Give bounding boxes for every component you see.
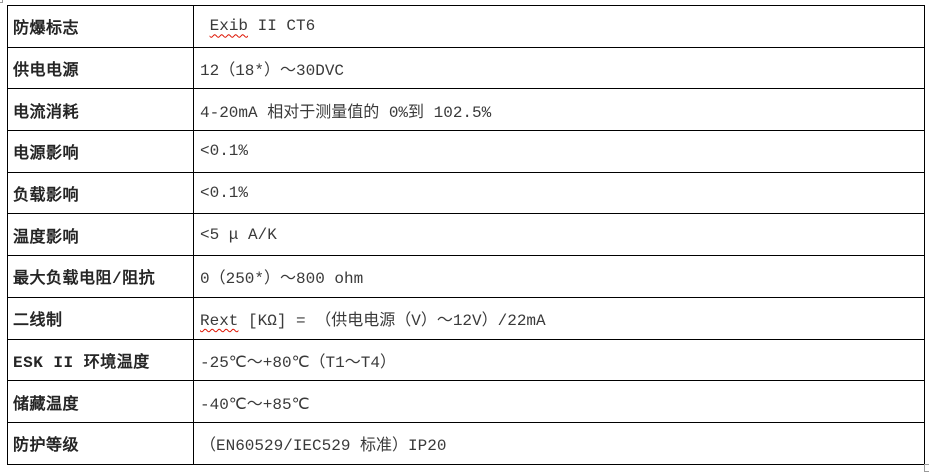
table-row: 储藏温度 -40℃～+85℃ xyxy=(7,380,925,423)
value-text: <0.1% xyxy=(200,142,249,161)
spec-label-cell: 防爆标志 xyxy=(7,5,194,48)
spec-table-body: 防爆标志 Exib II CT6 供电电源 12（18*）～30DVC 电流消耗 4-2… xyxy=(7,5,925,465)
spec-value-cell: 4-20mA 相对于测量值的 0%到 102.5% xyxy=(193,88,925,132)
table-row: 防护等级 （EN60529/IEC529 标准）IP20 xyxy=(7,421,925,465)
spec-value-cell: Exib II CT6 xyxy=(193,5,925,48)
value-text: <5 μ A/K xyxy=(200,225,277,244)
value-text: -25℃～+80℃（T1～T4） xyxy=(200,353,396,372)
spec-label-cell: ESK II 环境温度 xyxy=(7,338,194,382)
spec-table: 防爆标志 Exib II CT6 供电电源 12（18*）～30DVC 电流消耗 4-2… xyxy=(7,5,925,465)
table-row: 电流消耗 4-20mA 相对于测量值的 0%到 102.5% xyxy=(7,88,925,132)
spec-value-cell: 12（18*）～30DVC xyxy=(193,46,925,90)
spec-value-cell: 0（250*）～800 ohm xyxy=(193,255,925,298)
spec-value-cell: <0.1% xyxy=(193,171,925,215)
spec-label-cell: 储藏温度 xyxy=(7,380,194,423)
value-text: 12（18*）～30DVC xyxy=(200,62,345,81)
spec-value-cell: -25℃～+80℃（T1～T4） xyxy=(193,338,925,382)
spec-label-cell: 温度影响 xyxy=(7,213,194,257)
table-row: 温度影响 <5 μ A/K xyxy=(7,213,925,257)
value-text: II CT6 xyxy=(248,17,316,36)
spec-value-cell: <0.1% xyxy=(193,130,925,173)
table-row: 防爆标志 Exib II CT6 xyxy=(7,5,925,48)
spec-label-cell: 负载影响 xyxy=(7,171,194,215)
spec-value-cell: （EN60529/IEC529 标准）IP20 xyxy=(193,421,925,465)
table-row: 负载影响 <0.1% xyxy=(7,171,925,215)
value-text: 4-20mA 相对于测量值的 0%到 102.5% xyxy=(200,103,492,122)
value-text: 0（250*）～800 ohm xyxy=(200,270,364,289)
misspelled-word: Exib xyxy=(209,17,249,36)
value-text: -40℃～+85℃ xyxy=(200,395,310,414)
value-text: [KΩ] = （供电电源（V）～12V）/22mA xyxy=(238,312,546,331)
spec-label-cell: 电流消耗 xyxy=(7,88,194,132)
table-row: 电源影响 <0.1% xyxy=(7,130,925,173)
spec-label-cell: 供电电源 xyxy=(7,46,194,90)
value-text: <0.1% xyxy=(200,184,249,203)
spec-value-cell: -40℃～+85℃ xyxy=(193,380,925,423)
table-row: 二线制 Rext [KΩ] = （供电电源（V）～12V）/22mA xyxy=(7,296,925,340)
misspelled-word: Rext xyxy=(200,312,239,331)
value-text: （EN60529/IEC529 标准）IP20 xyxy=(200,437,447,456)
spec-label-cell: 防护等级 xyxy=(7,421,194,465)
table-move-handle[interactable] xyxy=(0,0,3,3)
table-resize-handle[interactable] xyxy=(924,464,929,472)
spec-value-cell: <5 μ A/K xyxy=(193,213,925,257)
spec-label-cell: 最大负载电阻/阻抗 xyxy=(7,255,194,298)
table-row: ESK II 环境温度 -25℃～+80℃（T1～T4） xyxy=(7,338,925,382)
spec-label-cell: 二线制 xyxy=(7,296,194,340)
spec-label-cell: 电源影响 xyxy=(7,130,194,173)
value-text xyxy=(200,17,210,35)
table-row: 最大负载电阻/阻抗 0（250*）～800 ohm xyxy=(7,255,925,298)
table-row: 供电电源 12（18*）～30DVC xyxy=(7,46,925,90)
spec-value-cell: Rext [KΩ] = （供电电源（V）～12V）/22mA xyxy=(193,296,925,340)
